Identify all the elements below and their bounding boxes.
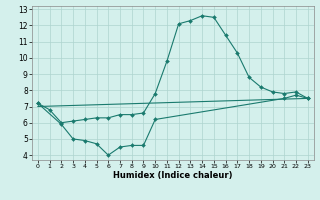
X-axis label: Humidex (Indice chaleur): Humidex (Indice chaleur) [113, 171, 233, 180]
